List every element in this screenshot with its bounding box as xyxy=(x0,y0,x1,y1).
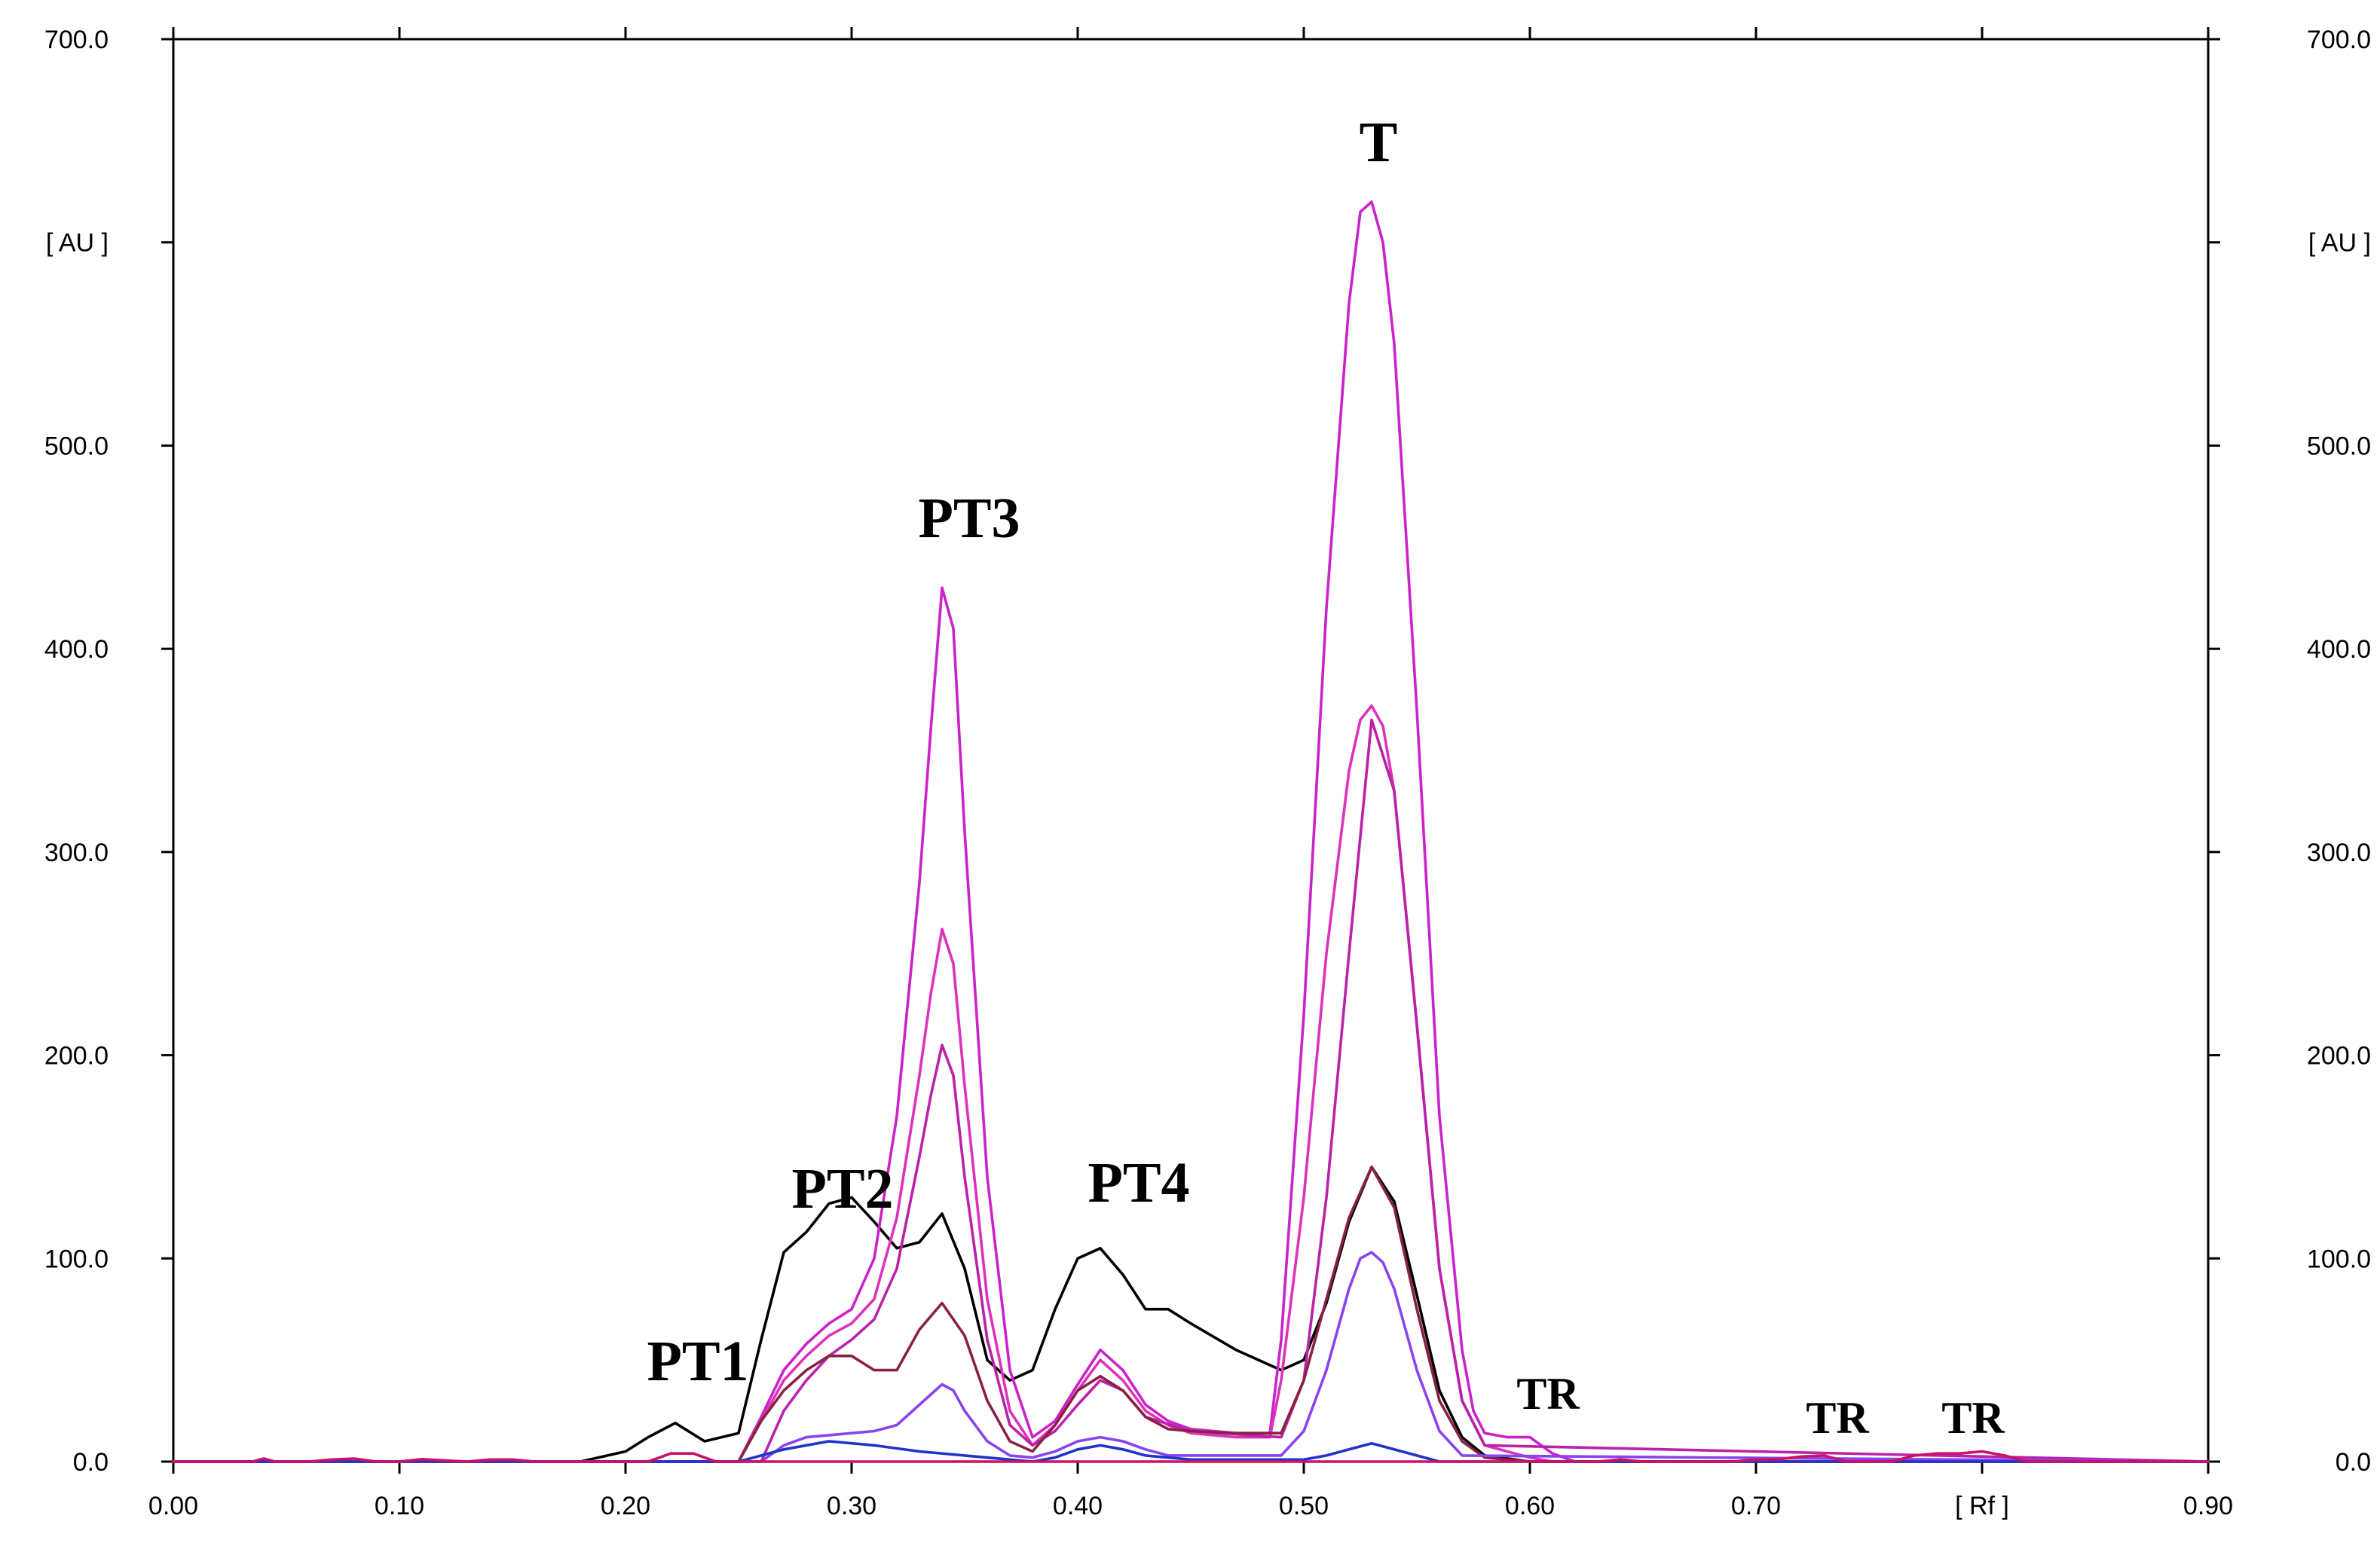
axis-labels: 0.00 0.10 0.20 0.30 0.40 0.50 0.60 0.70 0.90 [ Rf… xyxy=(44,26,2371,1520)
peak-label: T xyxy=(1360,111,1398,174)
y-tick-label-right: 100.0 xyxy=(2307,1245,2371,1273)
y-tick-label-right: 0.0 xyxy=(2336,1448,2371,1477)
y-tick-label-right: 300.0 xyxy=(2307,839,2371,867)
x-tick-label: 0.40 xyxy=(1053,1492,1103,1520)
y-tick-label-left: 0.0 xyxy=(73,1448,109,1477)
trace-blue xyxy=(172,1440,2210,1463)
y-tick-label-right: 400.0 xyxy=(2307,635,2371,664)
y-tick-label-right: 200.0 xyxy=(2307,1042,2371,1071)
x-tick-label: 0.30 xyxy=(827,1492,876,1520)
x-tick-label: 0.60 xyxy=(1505,1492,1555,1520)
y-tick-label-left: 300.0 xyxy=(44,839,109,867)
y-tick-label-left: 700.0 xyxy=(44,26,109,54)
peak-label: TR xyxy=(1806,1393,1869,1443)
trace-black xyxy=(172,1166,2210,1463)
x-tick-label: 0.70 xyxy=(1731,1492,1781,1520)
x-tick-label: 0.20 xyxy=(601,1492,650,1520)
y-tick-label-right: 700.0 xyxy=(2307,26,2371,54)
y-tick-label-left: 400.0 xyxy=(44,635,109,664)
peak-label: PT3 xyxy=(918,487,1020,550)
trace-magenta-high xyxy=(172,200,2210,1463)
y-tick-label-left: 100.0 xyxy=(44,1245,109,1273)
chromatogram-traces xyxy=(172,200,2210,1463)
x-axis-unit-label: [ Rf ] xyxy=(1955,1492,2009,1520)
trace-dark-red xyxy=(172,1166,2210,1463)
y-axis-unit-label-left: [ AU ] xyxy=(46,229,109,258)
x-tick-label: 0.10 xyxy=(375,1492,424,1520)
peak-label: TR xyxy=(1516,1369,1580,1419)
x-tick-label: 0.50 xyxy=(1279,1492,1329,1520)
y-tick-label-right: 500.0 xyxy=(2307,432,2371,460)
peak-label: PT4 xyxy=(1088,1151,1189,1214)
y-axis-unit-label-right: [ AU ] xyxy=(2308,229,2371,258)
peak-label: TR xyxy=(1941,1393,2005,1443)
trace-baseline-specks xyxy=(172,1450,2210,1463)
peak-label: PT2 xyxy=(791,1157,893,1221)
y-tick-label-left: 500.0 xyxy=(44,432,109,460)
peak-label: PT1 xyxy=(647,1330,748,1393)
trace-violet xyxy=(172,1251,2210,1463)
trace-magenta-low xyxy=(172,718,2210,1463)
y-tick-label-left: 200.0 xyxy=(44,1042,109,1071)
x-tick-label: 0.90 xyxy=(2183,1492,2233,1520)
axis-ticks xyxy=(161,27,2220,1474)
peak-annotations: PT1 PT2 PT3 PT4 T TR TR TR xyxy=(647,111,2005,1443)
x-tick-label: 0.00 xyxy=(148,1492,198,1520)
